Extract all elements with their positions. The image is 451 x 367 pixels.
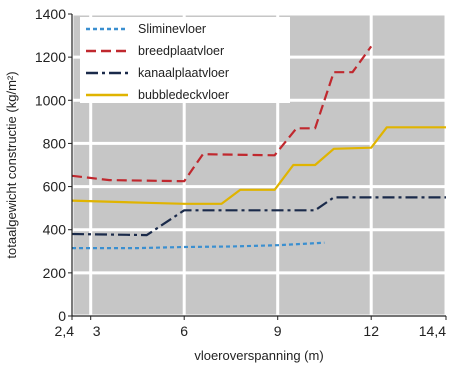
series-line-1: [71, 45, 373, 183]
y-tick-label-4: 800: [43, 135, 67, 151]
y-axis-label: totaalgewicht constructie (kg/m²): [4, 71, 19, 258]
x-tick-label-2: 6: [180, 323, 188, 339]
x-axis-label: vloeroverspanning (m): [194, 348, 323, 363]
y-tick-label-0: 0: [58, 308, 66, 324]
series-line-0: [72, 241, 325, 250]
legend-label-2: kanaalplaatvloer: [138, 66, 229, 80]
series-line-3: [71, 126, 446, 205]
legend-label-1: breedplaatvloer: [138, 44, 224, 58]
series-line-2: [71, 196, 446, 237]
legend: Sliminevloer breedplaatvloer kanaalplaatvl…: [80, 17, 290, 103]
x-tick-label-0: 2,4: [55, 323, 75, 339]
legend-box: [80, 17, 290, 103]
x-tick-label-4: 12: [363, 323, 379, 339]
y-tick-label-3: 600: [43, 179, 67, 195]
y-tick-label-2: 400: [43, 222, 67, 238]
axes: [68, 13, 447, 320]
x-tick-label-3: 9: [274, 323, 282, 339]
y-tick-label-1: 200: [43, 265, 67, 281]
x-tick-label-1: 3: [93, 323, 101, 339]
x-tick-label-5: 14,4: [419, 323, 446, 339]
legend-label-3: bubbledeckvloer: [138, 88, 229, 102]
y-tick-label-5: 1000: [35, 92, 66, 108]
legend-label-0: Sliminevloer: [138, 22, 206, 36]
y-tick-label-6: 1200: [35, 49, 66, 65]
y-tick-label-7: 1400: [35, 6, 66, 22]
series-layer: [71, 45, 446, 250]
tick-labels: 0 200 400 600 800 1000 1200 1400 2,4 3 6 9 12 14,4: [35, 6, 446, 339]
